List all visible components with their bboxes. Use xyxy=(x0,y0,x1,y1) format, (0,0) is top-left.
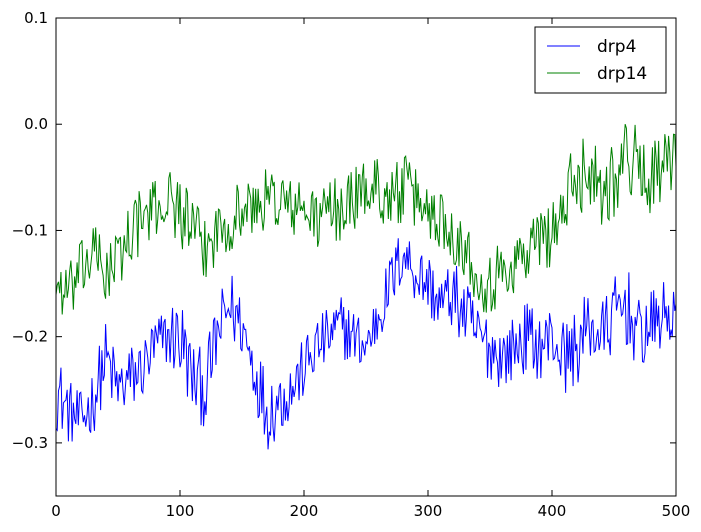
plot-frame xyxy=(55,17,677,497)
legend-label-drp4: drp4 xyxy=(597,37,636,57)
y-tick-label: −0.2 xyxy=(12,328,48,346)
x-tick-label: 400 xyxy=(538,502,567,520)
legend: drp4 drp14 xyxy=(534,26,667,94)
x-tick-label: 0 xyxy=(51,502,61,520)
y-tick-label: −0.3 xyxy=(12,434,48,452)
series-line-drp14 xyxy=(56,124,676,315)
y-tick-label: 0.1 xyxy=(24,9,48,27)
legend-label-drp14: drp14 xyxy=(597,64,647,84)
y-tick-label: −0.1 xyxy=(12,221,48,239)
x-tick-label: 300 xyxy=(414,502,443,520)
legend-box xyxy=(534,26,667,94)
series-layer xyxy=(56,124,676,450)
tick-layer: 0 100 200 300 400 500 −0.3 −0.2 −0.1 0.0 0.1 xyxy=(12,9,691,520)
y-tick-label: 0.0 xyxy=(24,115,48,133)
x-tick-label: 200 xyxy=(290,502,319,520)
x-tick-label: 100 xyxy=(166,502,195,520)
series-line-drp4 xyxy=(56,238,676,450)
x-tick-label: 500 xyxy=(662,502,691,520)
